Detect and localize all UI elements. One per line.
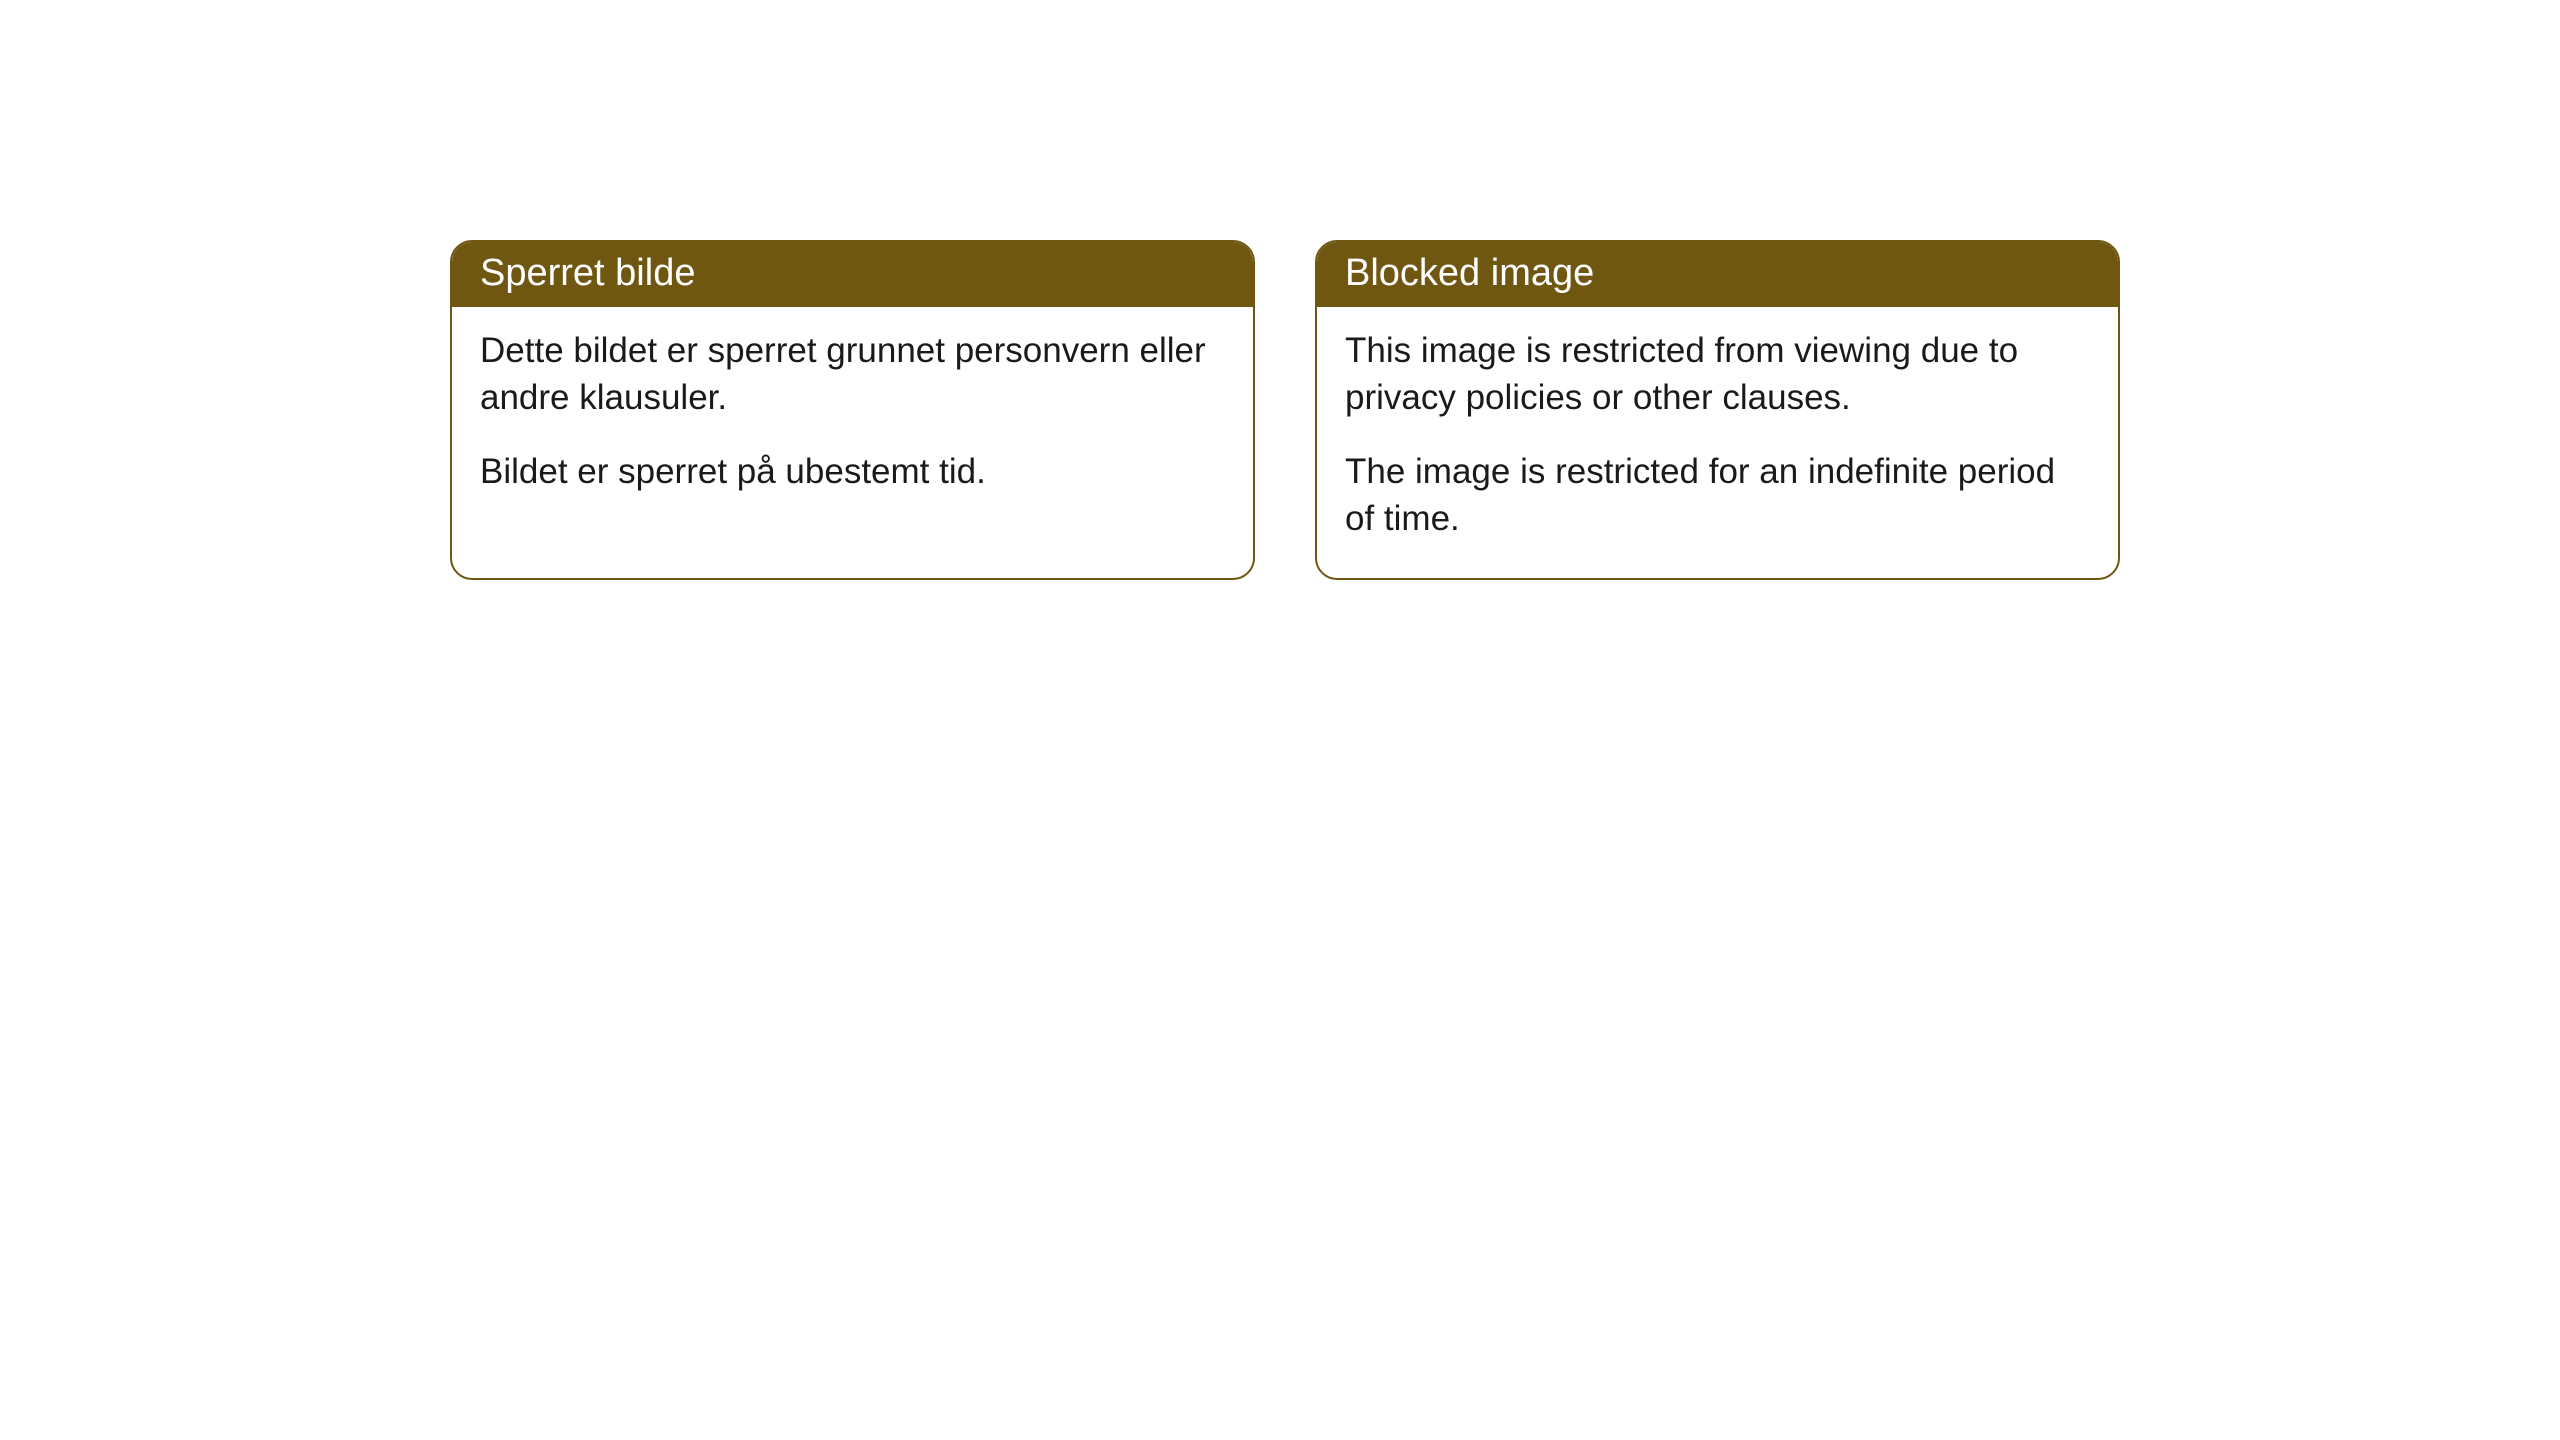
blocked-image-card-english: Blocked image This image is restricted f… <box>1315 240 2120 580</box>
card-text-norwegian-2: Bildet er sperret på ubestemt tid. <box>480 448 1225 495</box>
card-header-english: Blocked image <box>1317 242 2118 307</box>
card-body-norwegian: Dette bildet er sperret grunnet personve… <box>452 307 1253 531</box>
card-body-english: This image is restricted from viewing du… <box>1317 307 2118 578</box>
blocked-image-card-norwegian: Sperret bilde Dette bildet er sperret gr… <box>450 240 1255 580</box>
notice-cards-container: Sperret bilde Dette bildet er sperret gr… <box>0 0 2560 580</box>
card-text-english-1: This image is restricted from viewing du… <box>1345 327 2090 422</box>
card-text-norwegian-1: Dette bildet er sperret grunnet personve… <box>480 327 1225 422</box>
card-header-norwegian: Sperret bilde <box>452 242 1253 307</box>
card-text-english-2: The image is restricted for an indefinit… <box>1345 448 2090 543</box>
